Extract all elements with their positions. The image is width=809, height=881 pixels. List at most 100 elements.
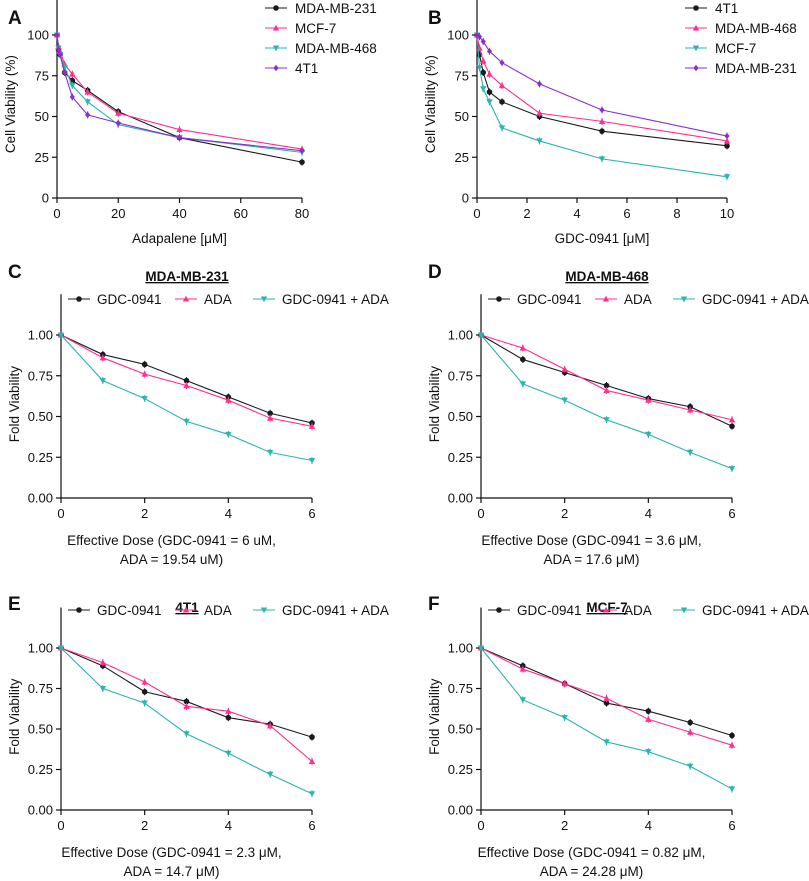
x-tick-label: 40 [172,206,186,221]
legend-label: MCF-7 [295,21,336,36]
series-ada [57,644,316,765]
data-point [299,159,305,165]
x-tick-label: 6 [728,506,735,521]
data-point [645,397,652,403]
y-tick-label: 0.25 [448,450,473,465]
legend-swatch-marker [692,45,700,52]
x-axis-label: Effective Dose (GDC-0941 = 2.3 μM, [61,845,281,860]
data-point [299,147,305,154]
data-point [519,344,527,351]
data-point [225,397,232,403]
legend-item: MDA-MB-231 [265,1,377,16]
data-point [486,99,493,106]
data-point [308,758,316,764]
data-point [308,423,316,429]
x-tick-label: 0 [473,206,480,221]
y-axis-label: Fold Viability [427,678,442,755]
legend-item: ADA [595,292,652,307]
y-tick-label: 0.50 [28,722,53,737]
y-tick-label: 0.50 [448,722,473,737]
y-tick-label: 0.00 [28,803,53,818]
y-tick-label: 50 [35,109,49,124]
data-point [645,708,652,714]
data-point [729,732,735,739]
legend-item: GDC-0941 [68,292,162,307]
data-point [267,410,273,417]
data-point [225,707,232,714]
data-point [57,645,65,652]
data-point [723,174,731,181]
data-point [728,466,736,472]
data-point [141,678,148,685]
y-tick-label: 0.25 [28,450,53,465]
legend-swatch-marker [272,45,280,52]
data-point [141,700,148,707]
data-point [598,156,606,163]
legend-swatch-marker [692,24,700,31]
y-tick-label: 100 [27,28,49,43]
series-line [480,647,733,737]
legend-label: GDC-0941 [517,292,582,307]
legend-label: ADA [204,603,232,618]
data-point [603,417,610,423]
y-tick-label: 0.00 [28,491,53,506]
data-point [603,695,610,701]
data-point [561,366,568,372]
legend-label: ADA [624,292,652,307]
legend-swatch-marker [76,296,82,302]
y-tick-label: 50 [455,109,469,124]
panel-a: A 0 25 50 75 100 0 20 40 60 80 Cell Viability (%) Ad… [3,0,377,246]
x-axis-label-line2: ADA = 17.6 μM) [544,552,640,567]
data-point [603,387,610,393]
x-tick-label: 80 [295,206,309,221]
legend-swatch-marker [680,607,688,614]
series-line [480,334,733,470]
data-point [176,134,183,141]
x-tick-label: 10 [720,206,734,221]
y-tick-label: 100 [447,28,469,43]
legend-swatch-marker [496,296,502,302]
legend-label: 4T1 [715,1,738,16]
series-line [480,334,733,427]
data-point [84,99,91,106]
y-tick-label: 0 [462,191,469,206]
y-tick-label: 1.00 [28,328,53,343]
x-tick-label: 0 [57,506,64,521]
y-tick-label: 75 [455,68,469,83]
legend-item: GDC-0941 + ADA [673,292,809,307]
data-point [266,414,274,421]
series-line [480,334,733,421]
legend-label: ADA [204,292,232,307]
data-point [645,716,652,722]
legend-item: ADA [175,603,232,618]
series-mda-mb-468 [473,31,731,145]
x-tick-label: 60 [234,206,248,221]
x-tick-label: 0 [477,818,484,833]
data-point [724,132,730,140]
x-tick-label: 4 [645,818,652,833]
data-point [686,729,694,735]
data-point [598,118,606,124]
x-axis-label-line2: ADA = 24.28 μM) [540,864,643,879]
data-point [724,143,730,149]
data-point [99,659,107,666]
data-point [499,59,505,66]
data-point [486,89,493,95]
data-point [476,33,483,40]
data-point [99,378,107,384]
series-ada [57,331,316,430]
x-tick-label: 4 [225,818,232,833]
data-point [645,431,652,438]
panel-label-d: D [428,262,442,283]
data-point [308,457,316,464]
data-point [728,742,736,748]
y-tick-label: 25 [455,150,469,165]
legend-label: GDC-0941 [517,603,582,618]
legend-item: GDC-0941 + ADA [253,292,389,307]
data-point [308,791,316,797]
data-point [266,771,274,778]
data-point [561,397,568,404]
legend-label: MDA-MB-468 [715,21,797,36]
data-point [486,70,493,77]
